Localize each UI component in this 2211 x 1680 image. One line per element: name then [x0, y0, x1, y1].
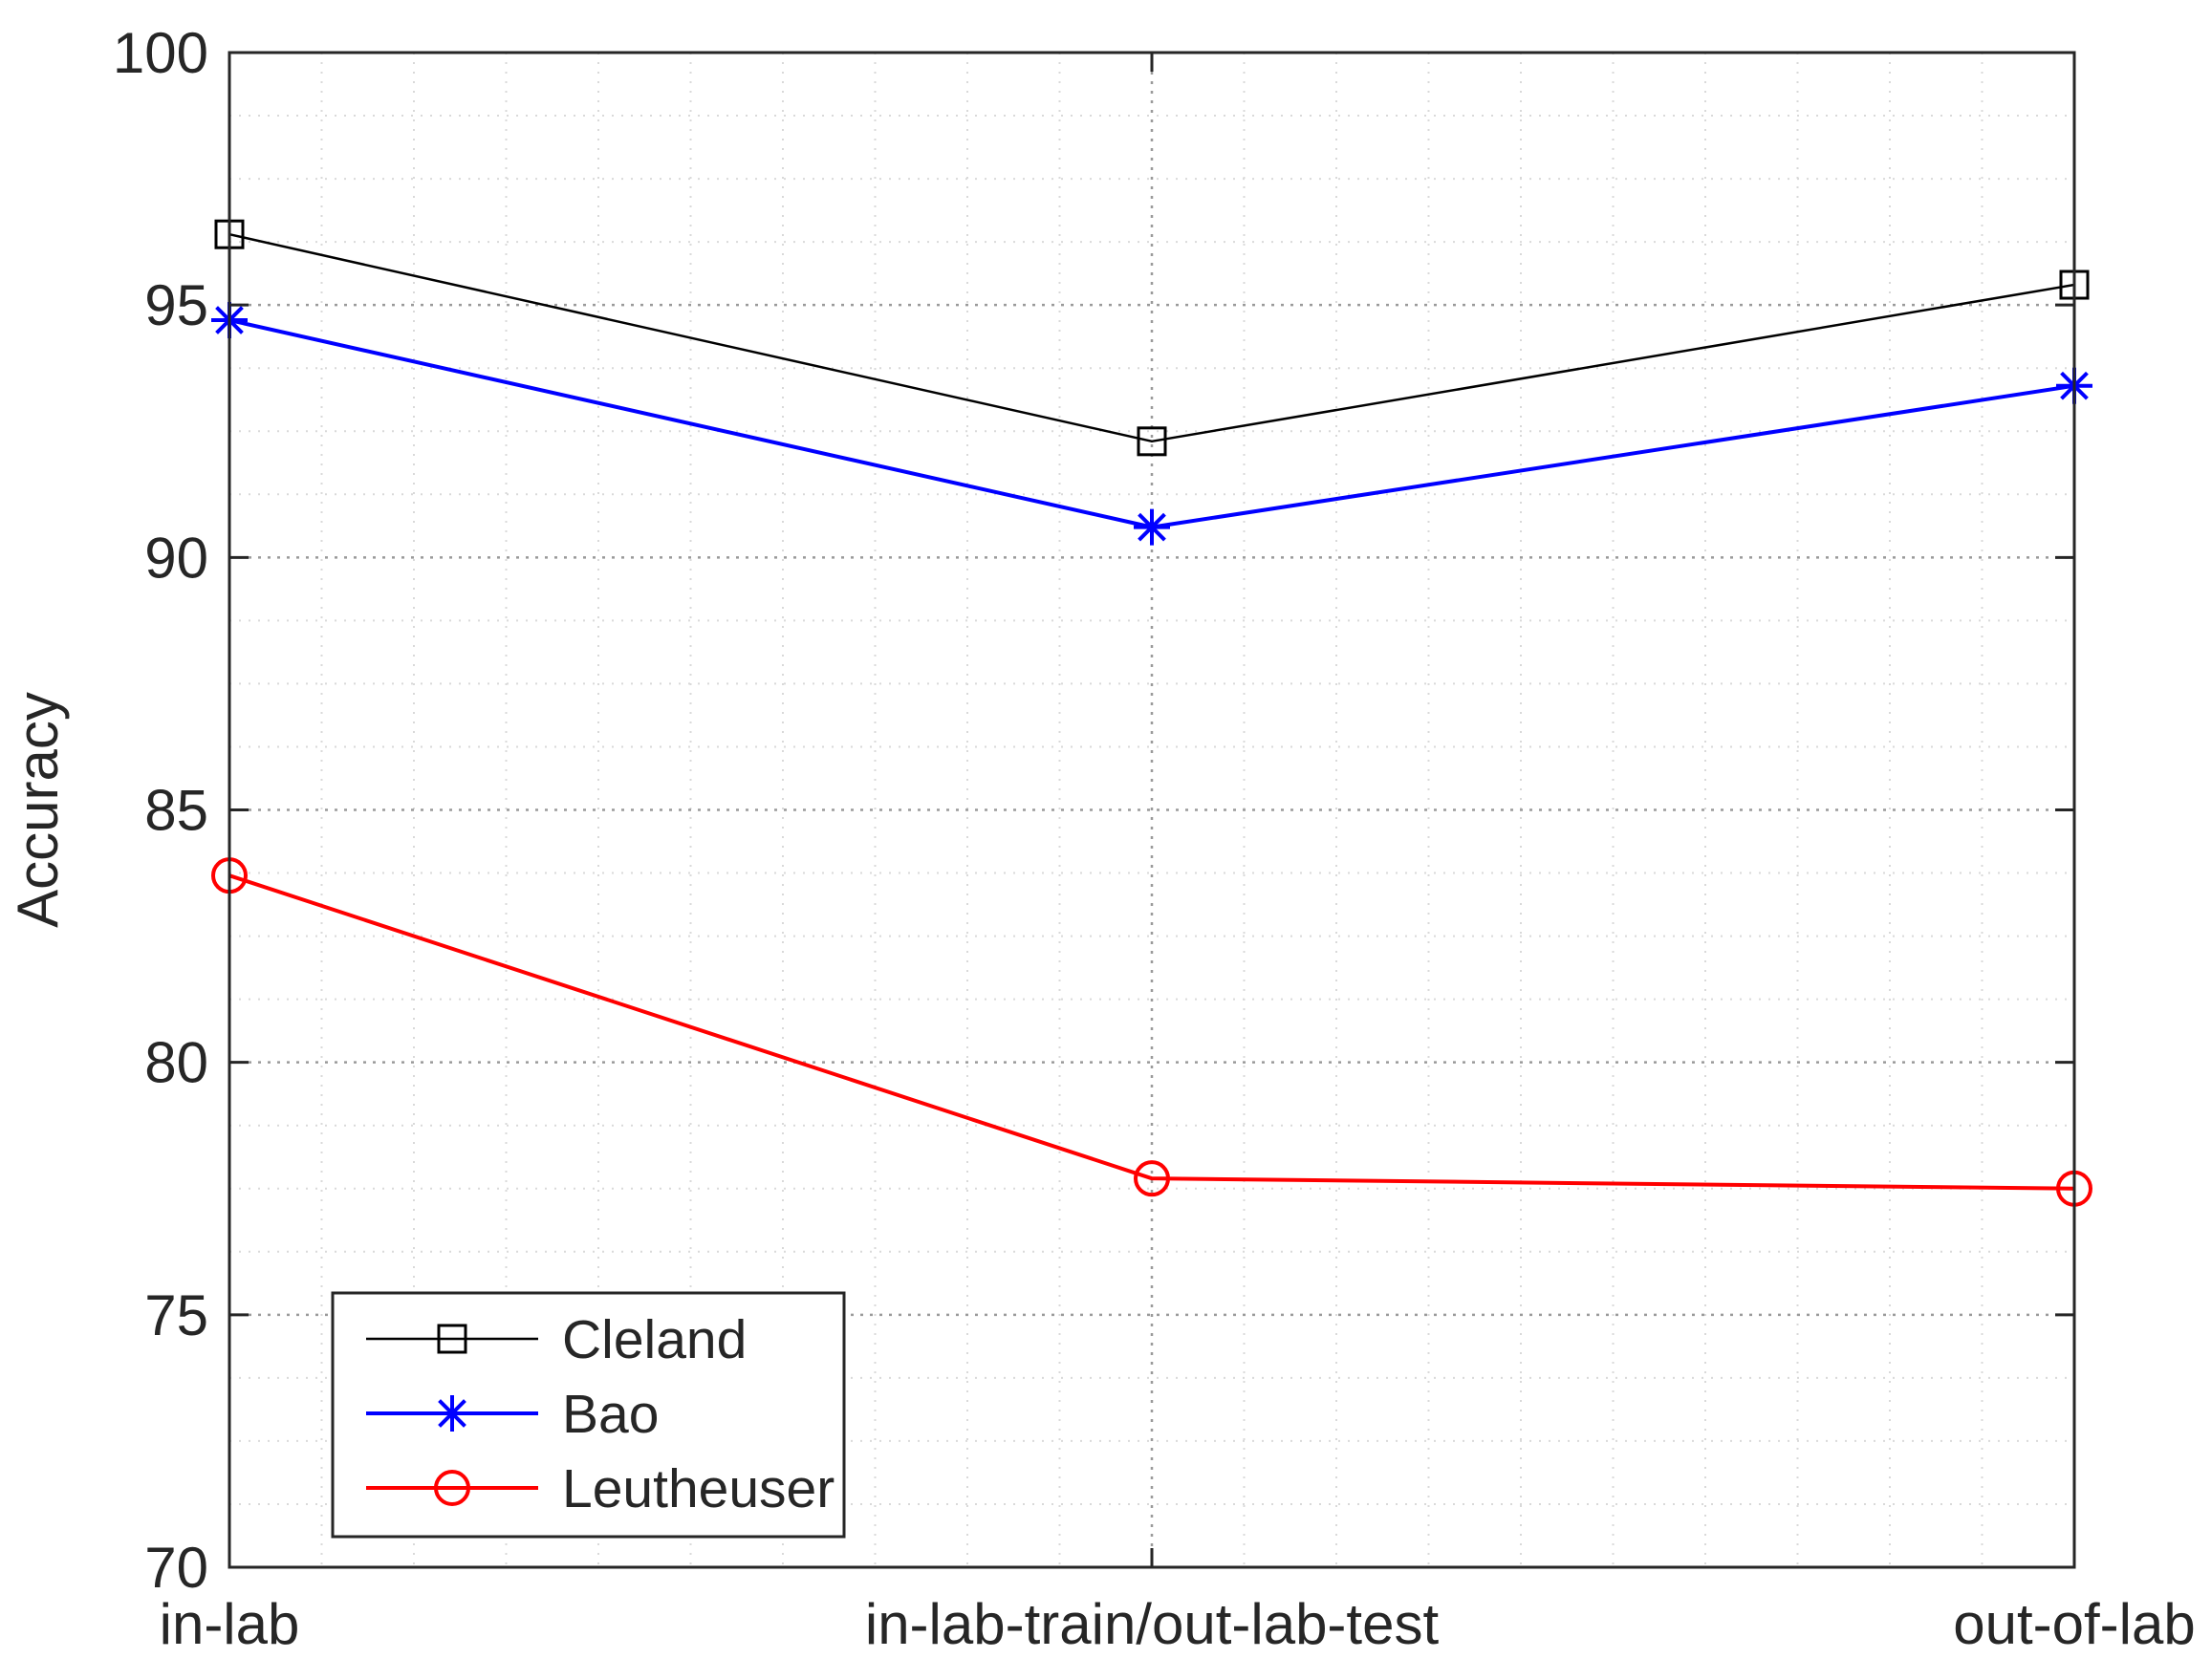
y-axis-label: Accuracy: [6, 692, 70, 928]
legend-label-leutheuser: Leutheuser: [562, 1458, 835, 1519]
axis-ticks: [228, 51, 2076, 1569]
x-tick-label: in-lab: [160, 1592, 300, 1656]
y-tick-label: 90: [144, 526, 208, 590]
data-point-leutheuser: [1134, 1160, 1170, 1197]
y-tick-label: 70: [144, 1536, 208, 1600]
data-point-bao-stroke: [1138, 512, 1166, 542]
legend-marker-cleland: [437, 1324, 467, 1354]
data-point-bao: [1134, 508, 1170, 546]
legend-marker-bao-stroke: [438, 1399, 466, 1428]
series-line-cleland: [228, 232, 2075, 443]
legend-label-cleland: Cleland: [562, 1309, 747, 1370]
legend-marker-leutheuser: [434, 1470, 470, 1506]
x-tick-labels: in-lab in-lab-train/out-lab-test out-of-la…: [160, 1592, 2196, 1656]
legend-marker-bao: [434, 1395, 470, 1432]
x-tick-label: in-lab-train/out-lab-test: [865, 1592, 1440, 1656]
y-tick-label: 80: [144, 1031, 208, 1095]
y-tick-label: 100: [113, 21, 208, 85]
x-tick-label: out-of-lab: [1953, 1592, 2195, 1656]
y-tick-labels: 70 75 80 85 90 95 100: [113, 21, 208, 1600]
series-line-leutheuser: [228, 873, 2075, 1191]
legend-label-bao: Bao: [562, 1384, 659, 1445]
y-tick-label: 95: [144, 273, 208, 337]
legend: Cleland Bao Leutheuser: [331, 1291, 846, 1539]
y-tick-label: 75: [144, 1283, 208, 1347]
y-tick-label: 85: [144, 779, 208, 843]
data-point-cleland: [1137, 426, 1167, 457]
